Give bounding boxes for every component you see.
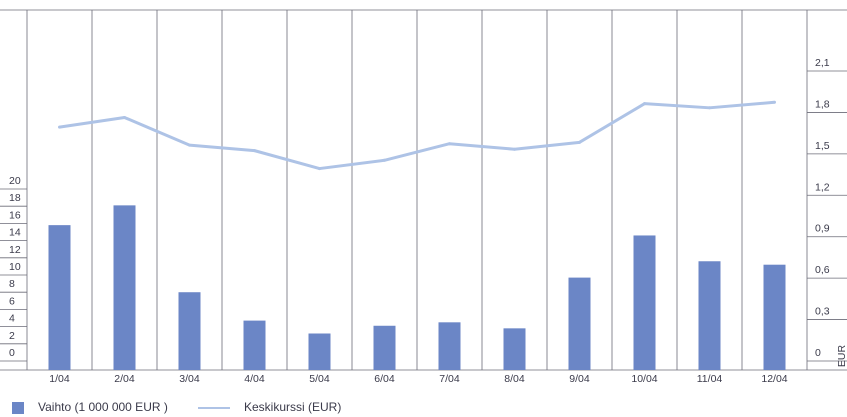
y-right-axis-title: EUR bbox=[836, 344, 847, 367]
legend-swatch-line bbox=[198, 407, 230, 409]
y-right-tick-label: 0 bbox=[815, 347, 821, 359]
x-tick-label: 3/04 bbox=[179, 373, 200, 385]
x-tick-label: 11/04 bbox=[697, 373, 723, 385]
y-left-tick-label: 2 bbox=[9, 330, 15, 342]
line-point bbox=[58, 125, 61, 129]
bar bbox=[48, 225, 71, 370]
line-point bbox=[253, 149, 256, 153]
bar bbox=[503, 328, 526, 370]
line-point bbox=[643, 102, 646, 106]
bar bbox=[763, 264, 786, 370]
line-point bbox=[708, 106, 711, 110]
bar bbox=[113, 205, 136, 370]
combo-chart: 0 2 4 6 8 10 12 14 16 18 20 0 0,3 0,6 0,9 1,2 1,5 1,8 2,1 E… bbox=[0, 9, 847, 385]
bar bbox=[243, 320, 266, 370]
y-left-tick-label: 4 bbox=[9, 313, 15, 325]
y-left-tick-label: 12 bbox=[9, 244, 21, 256]
y-right-tick-label: 0,6 bbox=[815, 264, 830, 276]
line-point bbox=[188, 143, 191, 147]
bar bbox=[178, 292, 201, 370]
y-right-tick-label: 1,5 bbox=[815, 140, 830, 152]
line-point bbox=[773, 100, 776, 104]
line-point bbox=[448, 142, 451, 146]
x-tick-label: 1/04 bbox=[49, 373, 70, 385]
x-tick-label: 4/04 bbox=[244, 373, 265, 385]
x-tick-label: 2/04 bbox=[114, 373, 135, 385]
y-left-tick-label: 16 bbox=[9, 209, 21, 221]
legend-swatch-bar bbox=[12, 402, 24, 414]
line-point bbox=[578, 140, 581, 144]
line-point bbox=[383, 158, 386, 162]
y-right-tick-label: 0,9 bbox=[815, 223, 830, 235]
line-point bbox=[513, 147, 516, 151]
y-left-tick-label: 0 bbox=[9, 347, 15, 359]
y-left-tick-label: 8 bbox=[9, 278, 15, 290]
y-right-tick-label: 0,3 bbox=[815, 306, 830, 318]
x-tick-label: 7/04 bbox=[439, 373, 460, 385]
legend-label-keskikurssi: Keskikurssi (EUR) bbox=[244, 400, 342, 414]
y-left-tick-label: 14 bbox=[9, 227, 21, 239]
bar bbox=[308, 333, 331, 370]
bar bbox=[373, 325, 396, 370]
y-right-tick-label: 2,1 bbox=[815, 57, 830, 69]
legend-label-vaihto: Vaihto (1 000 000 EUR ) bbox=[38, 400, 168, 414]
y-right-tick-label: 1,2 bbox=[815, 181, 830, 193]
y-left-tick-label: 20 bbox=[9, 175, 21, 187]
y-left-tick-label: 10 bbox=[9, 261, 21, 273]
bar bbox=[568, 277, 591, 370]
y-left-tick-label: 6 bbox=[9, 295, 15, 307]
line-point bbox=[318, 167, 321, 171]
y-left-tick-label: 18 bbox=[9, 192, 21, 204]
bar bbox=[698, 261, 721, 370]
x-tick-label: 10/04 bbox=[631, 373, 657, 385]
line-series bbox=[59, 100, 775, 171]
bar bbox=[633, 235, 656, 370]
x-tick-label: 6/04 bbox=[374, 373, 395, 385]
x-tick-label: 9/04 bbox=[569, 373, 590, 385]
x-tick-label: 12/04 bbox=[761, 373, 787, 385]
line-point bbox=[123, 115, 126, 119]
x-tick-label: 5/04 bbox=[309, 373, 330, 385]
bar bbox=[438, 322, 461, 370]
x-tick-label: 8/04 bbox=[504, 373, 525, 385]
y-right-tick-label: 1,8 bbox=[815, 98, 830, 110]
